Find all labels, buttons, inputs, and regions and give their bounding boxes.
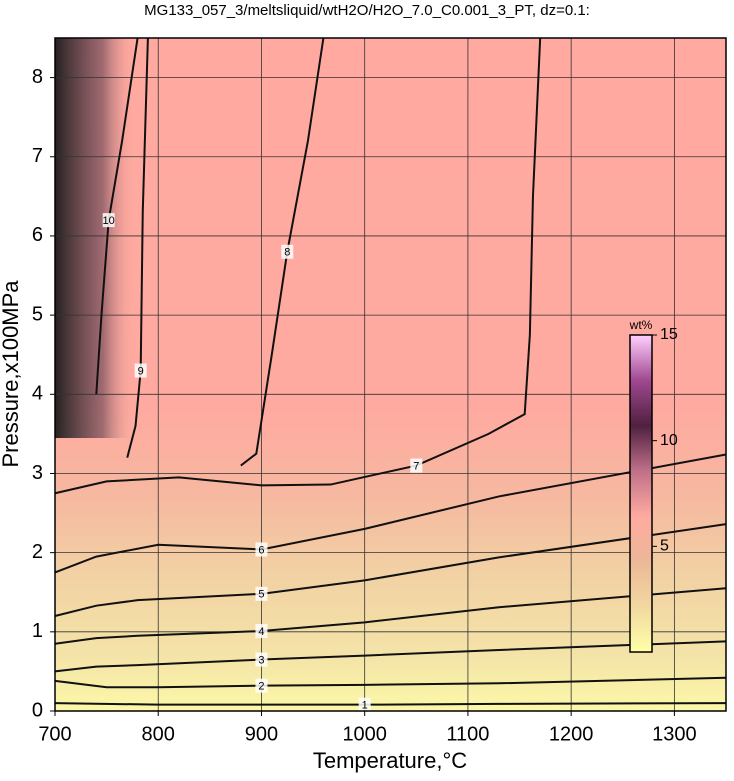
y-tick-label: 4 [32,383,43,405]
plot-background [55,38,726,711]
colorbar-tick-label: 5 [660,538,669,555]
y-tick-label: 7 [32,145,43,167]
contour-label: 8 [284,247,290,259]
y-tick-label: 0 [32,699,43,721]
y-tick-label: 8 [32,66,43,88]
contour-label-box [281,244,294,259]
contour-label: 6 [258,544,264,556]
x-tick-label: 700 [38,723,71,745]
y-tick-label: 1 [32,620,43,642]
contour-label-box [102,213,115,228]
colorbar [629,334,653,653]
colorbar-tick-label: 10 [660,432,678,449]
y-tick-label: 5 [32,303,43,325]
x-tick-label: 900 [245,723,278,745]
chart-title: MG133_057_3/meltsliquid/wtH2O/H2O_7.0_C0… [144,2,590,19]
x-tick-label: 1100 [446,723,489,745]
contour-label-box [255,624,268,639]
contour-line [240,37,325,467]
x-tick-label: 1300 [652,723,697,745]
y-tick-label: 3 [32,462,43,484]
x-tick-label: 1000 [342,723,387,745]
contour-label: 4 [258,626,264,638]
contour-label-box [255,586,268,601]
contour-label: 3 [258,654,264,666]
colorbar-tick-label: 15 [660,326,678,343]
contour-label-box [255,652,268,667]
x-axis-label: Temperature,°C [313,748,467,773]
contour-label-box [358,697,371,712]
contour-label: 7 [413,460,419,472]
y-axis-label: Pressure,x100MPa [0,280,23,468]
plot-frame [54,37,727,712]
contour-label: 2 [258,681,264,693]
x-tick-label: 1200 [549,723,594,745]
contour-label-box [255,542,268,557]
contour-label: 5 [258,589,264,601]
contour-label: 10 [103,215,115,227]
contour-label-box [255,678,268,693]
colorbar-label: wt% [629,318,653,332]
contour-line [54,702,727,706]
x-tick-label: 800 [142,723,175,745]
contour-label-box [134,363,147,378]
dark-region [55,38,135,438]
y-tick-label: 6 [32,224,43,246]
y-tick-label: 2 [32,541,43,563]
contour-label: 9 [138,365,144,377]
contour-label: 1 [362,700,368,712]
contour-label-box [410,458,423,473]
